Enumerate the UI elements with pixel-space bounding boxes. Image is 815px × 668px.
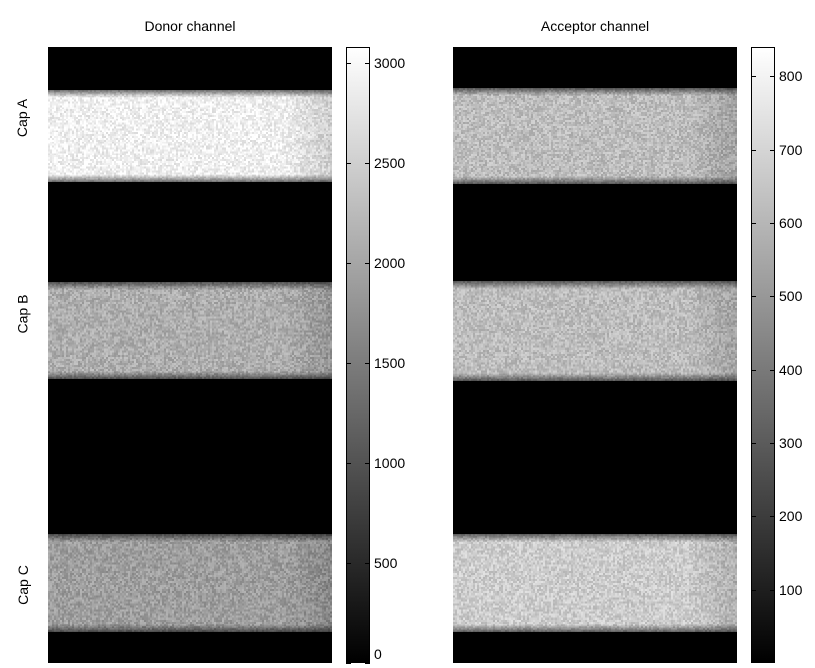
acceptor-colorbar-tick	[770, 589, 775, 591]
donor-colorbar-tick	[365, 163, 370, 164]
acceptor-colorbar-tick	[751, 76, 756, 78]
donor-colorbar-tick	[365, 263, 370, 264]
donor-image-panel	[48, 47, 332, 663]
donor-colorbar-tick	[346, 663, 351, 664]
donor-colorbar-tick-label: 1000	[374, 455, 406, 471]
acceptor-colorbar-tick-label: 300	[779, 435, 803, 451]
acceptor-colorbar-tick	[770, 149, 775, 151]
acceptor-cap-c-pixels	[453, 534, 737, 632]
acceptor-colorbar-tick-label: 100	[779, 581, 803, 598]
acceptor-colorbar-tick	[751, 369, 756, 371]
acceptor-cap-b-pixels	[453, 281, 737, 381]
donor-cap-b	[48, 282, 332, 379]
row-label-cap-a: Cap A	[14, 98, 31, 138]
donor-colorbar-tick	[346, 463, 351, 464]
donor-colorbar-tick-label: 3000	[374, 55, 406, 71]
donor-colorbar-tick-label: 500	[374, 555, 398, 571]
donor-colorbar-tick	[346, 363, 351, 364]
acceptor-colorbar-tick	[770, 443, 775, 444]
acceptor-colorbar-tick	[751, 516, 756, 518]
acceptor-colorbar-tick-label: 200	[779, 508, 803, 525]
donor-colorbar-tick	[346, 163, 351, 164]
acceptor-channel-title: Acceptor channel	[540, 18, 650, 34]
acceptor-colorbar-tick	[751, 589, 756, 591]
donor-colorbar-tick-label: 2000	[374, 255, 406, 271]
donor-colorbar-tick-label: 1500	[374, 355, 406, 371]
acceptor-colorbar-tick	[770, 369, 775, 371]
acceptor-colorbar-tick-label: 600	[779, 215, 803, 231]
acceptor-cap-a-pixels	[453, 88, 737, 184]
acceptor-colorbar-tick	[751, 443, 756, 444]
donor-colorbar-tick	[365, 663, 370, 664]
row-label-cap-b: Cap B	[14, 294, 31, 334]
acceptor-image-panel	[453, 47, 737, 663]
acceptor-cap-a	[453, 88, 737, 184]
acceptor-colorbar-tick	[770, 296, 775, 298]
row-label-cap-c: Cap C	[14, 565, 31, 605]
donor-colorbar	[346, 47, 370, 663]
acceptor-colorbar-tick	[751, 223, 756, 224]
acceptor-colorbar-tick	[770, 76, 775, 78]
donor-cap-c	[48, 534, 332, 632]
acceptor-colorbar-tick	[770, 516, 775, 518]
donor-cap-c-pixels	[48, 534, 332, 632]
donor-colorbar-tick	[346, 63, 351, 64]
donor-colorbar-tick	[346, 563, 351, 564]
donor-colorbar-tick	[346, 263, 351, 264]
donor-cap-a-pixels	[48, 90, 332, 182]
acceptor-cap-c	[453, 534, 737, 632]
acceptor-colorbar-tick	[751, 149, 756, 151]
acceptor-colorbar-tick-label: 800	[779, 68, 803, 85]
donor-colorbar-tick	[365, 463, 370, 464]
acceptor-colorbar	[751, 47, 775, 663]
donor-colorbar-tick-label: 2500	[374, 155, 406, 171]
acceptor-colorbar-tick-label: 700	[779, 141, 803, 158]
acceptor-colorbar-tick	[770, 223, 775, 224]
acceptor-colorbar-tick	[751, 296, 756, 298]
donor-colorbar-tick	[365, 563, 370, 564]
donor-cap-a	[48, 90, 332, 182]
acceptor-colorbar-tick-label: 500	[779, 288, 803, 305]
donor-colorbar-tick-label: 0	[374, 646, 382, 662]
donor-colorbar-tick	[365, 63, 370, 64]
donor-channel-title: Donor channel	[144, 18, 236, 34]
acceptor-colorbar-tick-label: 400	[779, 361, 803, 378]
donor-colorbar-tick	[365, 363, 370, 364]
donor-cap-b-pixels	[48, 282, 332, 379]
acceptor-cap-b	[453, 281, 737, 381]
